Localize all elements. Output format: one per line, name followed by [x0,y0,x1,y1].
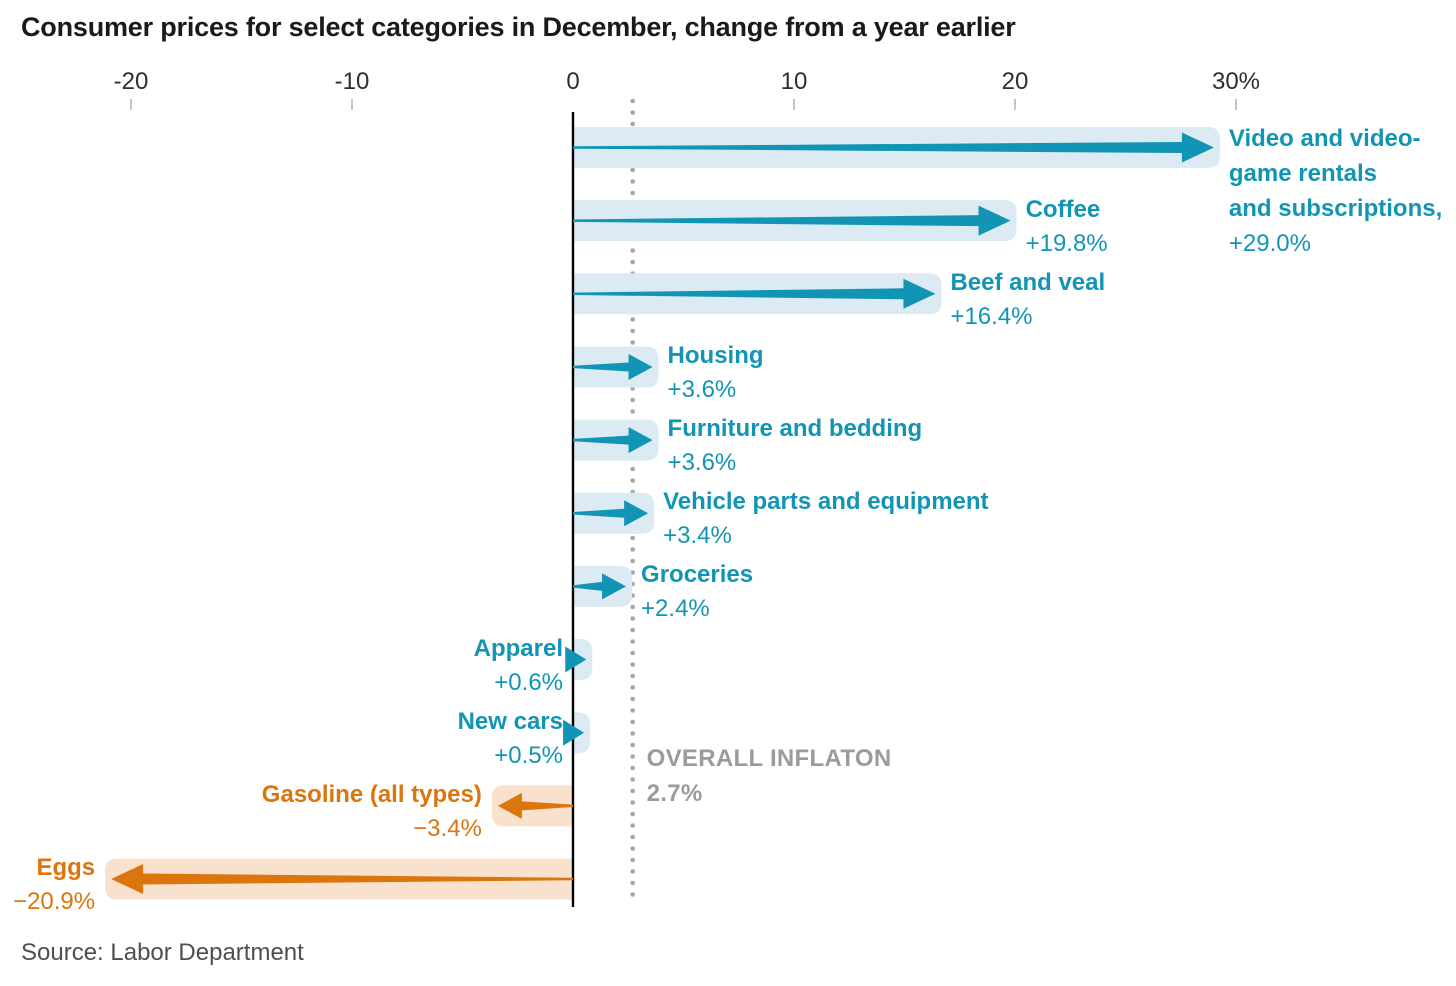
label-eggs: Eggs −20.9% [13,851,95,919]
category-value: +16.4% [950,302,1033,330]
x-tick-label--20: -20 [113,68,149,95]
category-value: −3.4% [413,814,482,842]
reference-line-value: 2.7% [646,780,703,807]
reference-line-label: OVERALL INFLATON 2.7% [647,741,892,811]
x-tick-label--10: -10 [334,68,370,95]
x-tick-label-30: 30% [1211,68,1261,95]
arrow-video-and-video [573,132,1214,163]
arrow-eggs [111,864,574,894]
label-gasoline-all-types: Gasoline (all types) −3.4% [262,778,482,846]
category-name: Gasoline (all types) [261,780,482,808]
category-value: +0.6% [494,668,563,696]
category-name: Furniture and bedding [667,415,923,443]
category-name: Video and video- [1228,125,1421,152]
category-name: game rentals [1228,160,1377,187]
arrow-gasoline-all-types [497,792,573,819]
label-groceries: Groceries +2.4% [641,558,753,626]
category-value: +29.0% [1228,230,1311,257]
arrow-coffee [573,205,1011,236]
category-value: +2.4% [641,595,710,623]
category-name: Groceries [641,561,754,589]
category-name: New cars [457,707,563,735]
chart-title: Consumer prices for select categories in… [21,12,1016,42]
arrow-apparel [565,646,587,673]
category-name: and subscriptions, [1228,195,1443,222]
x-tick-label-0: 0 [566,68,580,95]
category-value: +19.8% [1025,229,1108,257]
label-video-and-video: Video and video-game rentals and subscrip… [1229,121,1442,261]
category-name: Eggs [36,854,96,881]
category-value: +3.6% [667,375,737,403]
source-note: Source: Labor Department [21,939,304,966]
category-name: Vehicle parts and equipment [663,488,989,516]
label-vehicle-parts-and-equipment: Vehicle parts and equipment +3.4% [663,485,988,553]
category-value: +3.4% [663,522,732,550]
x-tick-label-10: 10 [780,68,808,95]
reference-line-name: OVERALL INFLATON [646,745,892,772]
category-value: +0.5% [494,741,563,769]
label-furniture-and-bedding: Furniture and bedding +3.6% [668,412,923,480]
arrow-vehicle-parts-and-equipment [573,500,649,527]
category-name: Apparel [473,634,563,662]
arrow-new-cars [563,719,585,746]
category-name: Beef and veal [950,268,1106,296]
arrow-groceries [573,573,627,600]
label-housing: Housing +3.6% [668,339,764,407]
label-beef-and-veal: Beef and veal +16.4% [950,266,1105,334]
category-name: Housing [667,341,764,369]
category-name: Coffee [1025,195,1101,223]
label-apparel: Apparel +0.6% [474,632,563,700]
arrow-beef-and-veal [573,278,936,309]
label-new-cars: New cars +0.5% [458,705,563,773]
label-coffee: Coffee +19.8% [1026,193,1108,261]
arrow-furniture-and-bedding [573,427,653,454]
x-tick-label-20: 20 [1001,68,1029,95]
arrow-housing [573,353,653,380]
category-value: −20.9% [13,888,96,915]
category-value: +3.6% [667,449,737,477]
